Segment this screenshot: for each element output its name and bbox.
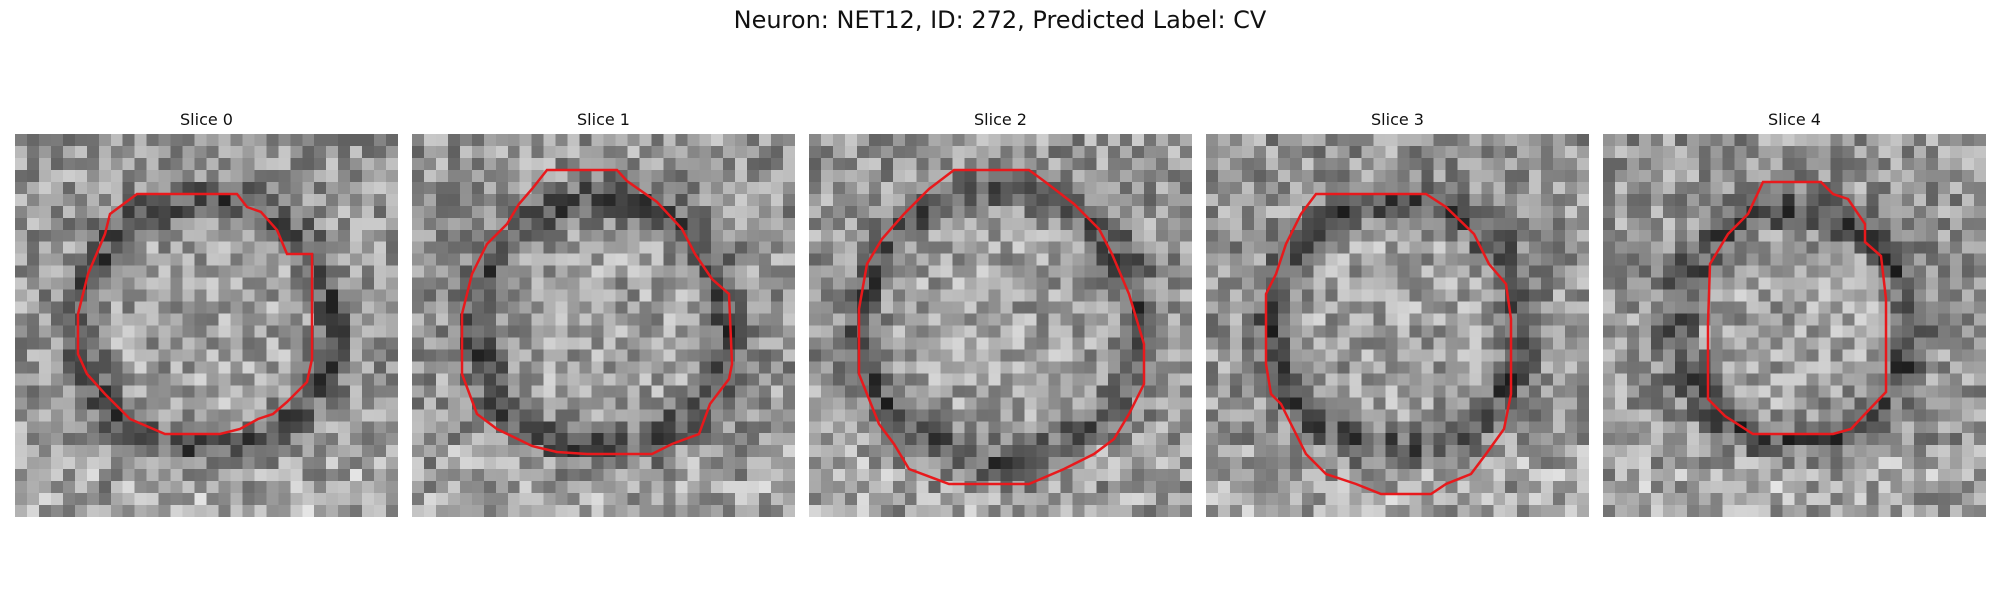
slice-title: Slice 1 <box>412 106 795 134</box>
slice-image <box>809 134 1192 517</box>
figure-title: Neuron: NET12, ID: 272, Predicted Label:… <box>0 6 2000 34</box>
red-contour <box>1708 182 1886 434</box>
slice-panel-3: Slice 3 <box>1206 106 1589 517</box>
contour-overlay <box>1206 134 1589 517</box>
contour-overlay <box>809 134 1192 517</box>
contour-overlay <box>1603 134 1986 517</box>
contour-overlay <box>412 134 795 517</box>
slice-title: Slice 2 <box>809 106 1192 134</box>
slice-title: Slice 4 <box>1603 106 1986 134</box>
slice-image <box>1603 134 1986 517</box>
contour-overlay <box>15 134 398 517</box>
slice-image <box>15 134 398 517</box>
red-contour <box>78 194 312 434</box>
slice-image <box>412 134 795 517</box>
red-contour <box>1266 194 1511 494</box>
slice-panel-0: Slice 0 <box>15 106 398 517</box>
slice-title: Slice 3 <box>1206 106 1589 134</box>
slice-panel-1: Slice 1 <box>412 106 795 517</box>
slice-panel-2: Slice 2 <box>809 106 1192 517</box>
red-contour <box>462 170 732 454</box>
slice-image <box>1206 134 1589 517</box>
slice-title: Slice 0 <box>15 106 398 134</box>
slice-panel-4: Slice 4 <box>1603 106 1986 517</box>
red-contour <box>859 170 1144 484</box>
